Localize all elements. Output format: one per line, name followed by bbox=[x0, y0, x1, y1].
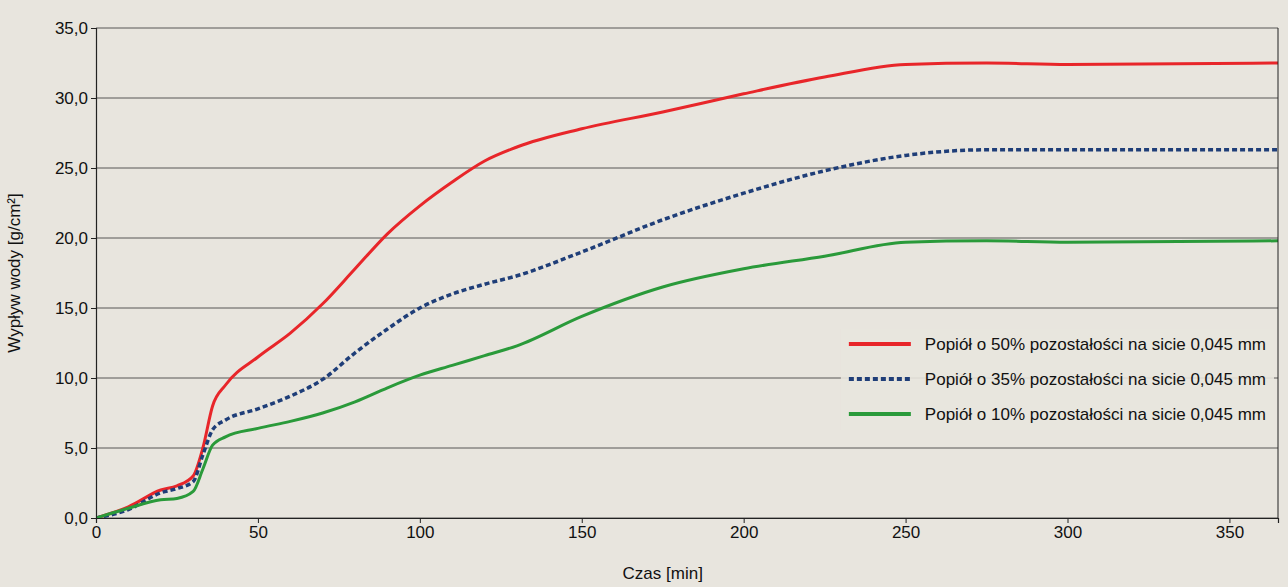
x-tick: 200 bbox=[730, 518, 758, 542]
grid-line bbox=[96, 98, 1278, 99]
x-tick-label: 0 bbox=[92, 523, 101, 542]
y-tick-mark bbox=[91, 448, 96, 449]
y-tick-label: 30,0 bbox=[55, 89, 88, 108]
legend-label: Popiół o 35% pozostałości na sicie 0,045… bbox=[925, 370, 1266, 389]
series-group bbox=[96, 63, 1278, 518]
x-tick: 250 bbox=[892, 518, 920, 542]
y-tick-label: 10,0 bbox=[55, 369, 88, 388]
y-tick-mark bbox=[91, 518, 96, 519]
y-tick: 5,0 bbox=[64, 439, 96, 458]
grid bbox=[96, 28, 1278, 518]
y-tick: 35,0 bbox=[55, 19, 96, 38]
y-tick: 15,0 bbox=[55, 299, 96, 318]
legend-label: Popiół o 50% pozostałości na sicie 0,045… bbox=[925, 335, 1266, 354]
grid-line bbox=[96, 28, 1278, 29]
y-tick-label: 20,0 bbox=[55, 229, 88, 248]
y-tick-label: 35,0 bbox=[55, 19, 88, 38]
x-tick-label: 300 bbox=[1054, 523, 1082, 542]
y-tick-mark bbox=[91, 308, 96, 309]
x-tick: 0 bbox=[92, 518, 101, 542]
legend-swatch bbox=[849, 412, 911, 416]
y-tick-mark bbox=[91, 98, 96, 99]
x-tick-label: 50 bbox=[249, 523, 268, 542]
y-tick-mark bbox=[91, 168, 96, 169]
plot-frame bbox=[1278, 28, 1279, 518]
y-tick: 25,0 bbox=[55, 159, 96, 178]
plot: 0 50 100 150 200 250 300 350 0,0 5,0 10,0 15,0 20,0 2… bbox=[55, 19, 1279, 542]
background bbox=[0, 0, 1288, 587]
y-tick-label: 25,0 bbox=[55, 159, 88, 178]
legend-swatch bbox=[849, 342, 911, 346]
grid-line bbox=[96, 168, 1278, 169]
x-tick: 50 bbox=[249, 518, 268, 542]
y-tick: 10,0 bbox=[55, 369, 96, 388]
y-axis-line bbox=[91, 29, 97, 519]
x-axis-line bbox=[97, 519, 1279, 524]
grid-line bbox=[96, 308, 1278, 309]
legend-label: Popiół o 10% pozostałości na sicie 0,045… bbox=[925, 405, 1266, 424]
chart: 0 50 100 150 200 250 300 350 0,0 5,0 10,0 15,0 20,0 2… bbox=[0, 0, 1288, 587]
x-tick-label: 350 bbox=[1216, 523, 1244, 542]
y-axis-title: Wypływ wody [g/cm²] bbox=[5, 193, 24, 352]
y-tick-mark bbox=[91, 378, 96, 379]
y-tick: 20,0 bbox=[55, 229, 96, 248]
series-line bbox=[96, 63, 1278, 518]
grid-line bbox=[96, 238, 1278, 239]
legend-background bbox=[841, 329, 1274, 430]
legend-swatch bbox=[849, 377, 911, 381]
x-tick-label: 100 bbox=[406, 523, 434, 542]
series-line bbox=[96, 241, 1278, 518]
x-tick-label: 250 bbox=[892, 523, 920, 542]
x-tick-label: 200 bbox=[730, 523, 758, 542]
y-tick-label: 5,0 bbox=[64, 439, 88, 458]
y-tick-label: 0,0 bbox=[64, 509, 88, 528]
x-tick: 350 bbox=[1216, 518, 1244, 542]
legend: Popiół o 50% pozostałości na sicie 0,045… bbox=[841, 329, 1274, 430]
y-tick: 0,0 bbox=[64, 509, 96, 528]
y-tick-label: 15,0 bbox=[55, 299, 88, 318]
x-tick: 100 bbox=[406, 518, 434, 542]
x-tick: 150 bbox=[568, 518, 596, 542]
y-tick-mark bbox=[91, 238, 96, 239]
y-axis: 0,0 5,0 10,0 15,0 20,0 25,0 30,0 35,0 bbox=[55, 19, 97, 528]
x-axis: 0 50 100 150 200 250 300 350 bbox=[92, 518, 1279, 542]
x-axis-title: Czas [min] bbox=[623, 564, 703, 583]
y-tick: 30,0 bbox=[55, 89, 96, 108]
series-line bbox=[96, 150, 1278, 518]
y-tick-mark bbox=[91, 28, 96, 29]
x-tick: 300 bbox=[1054, 518, 1082, 542]
grid-line bbox=[96, 448, 1278, 449]
x-tick-label: 150 bbox=[568, 523, 596, 542]
